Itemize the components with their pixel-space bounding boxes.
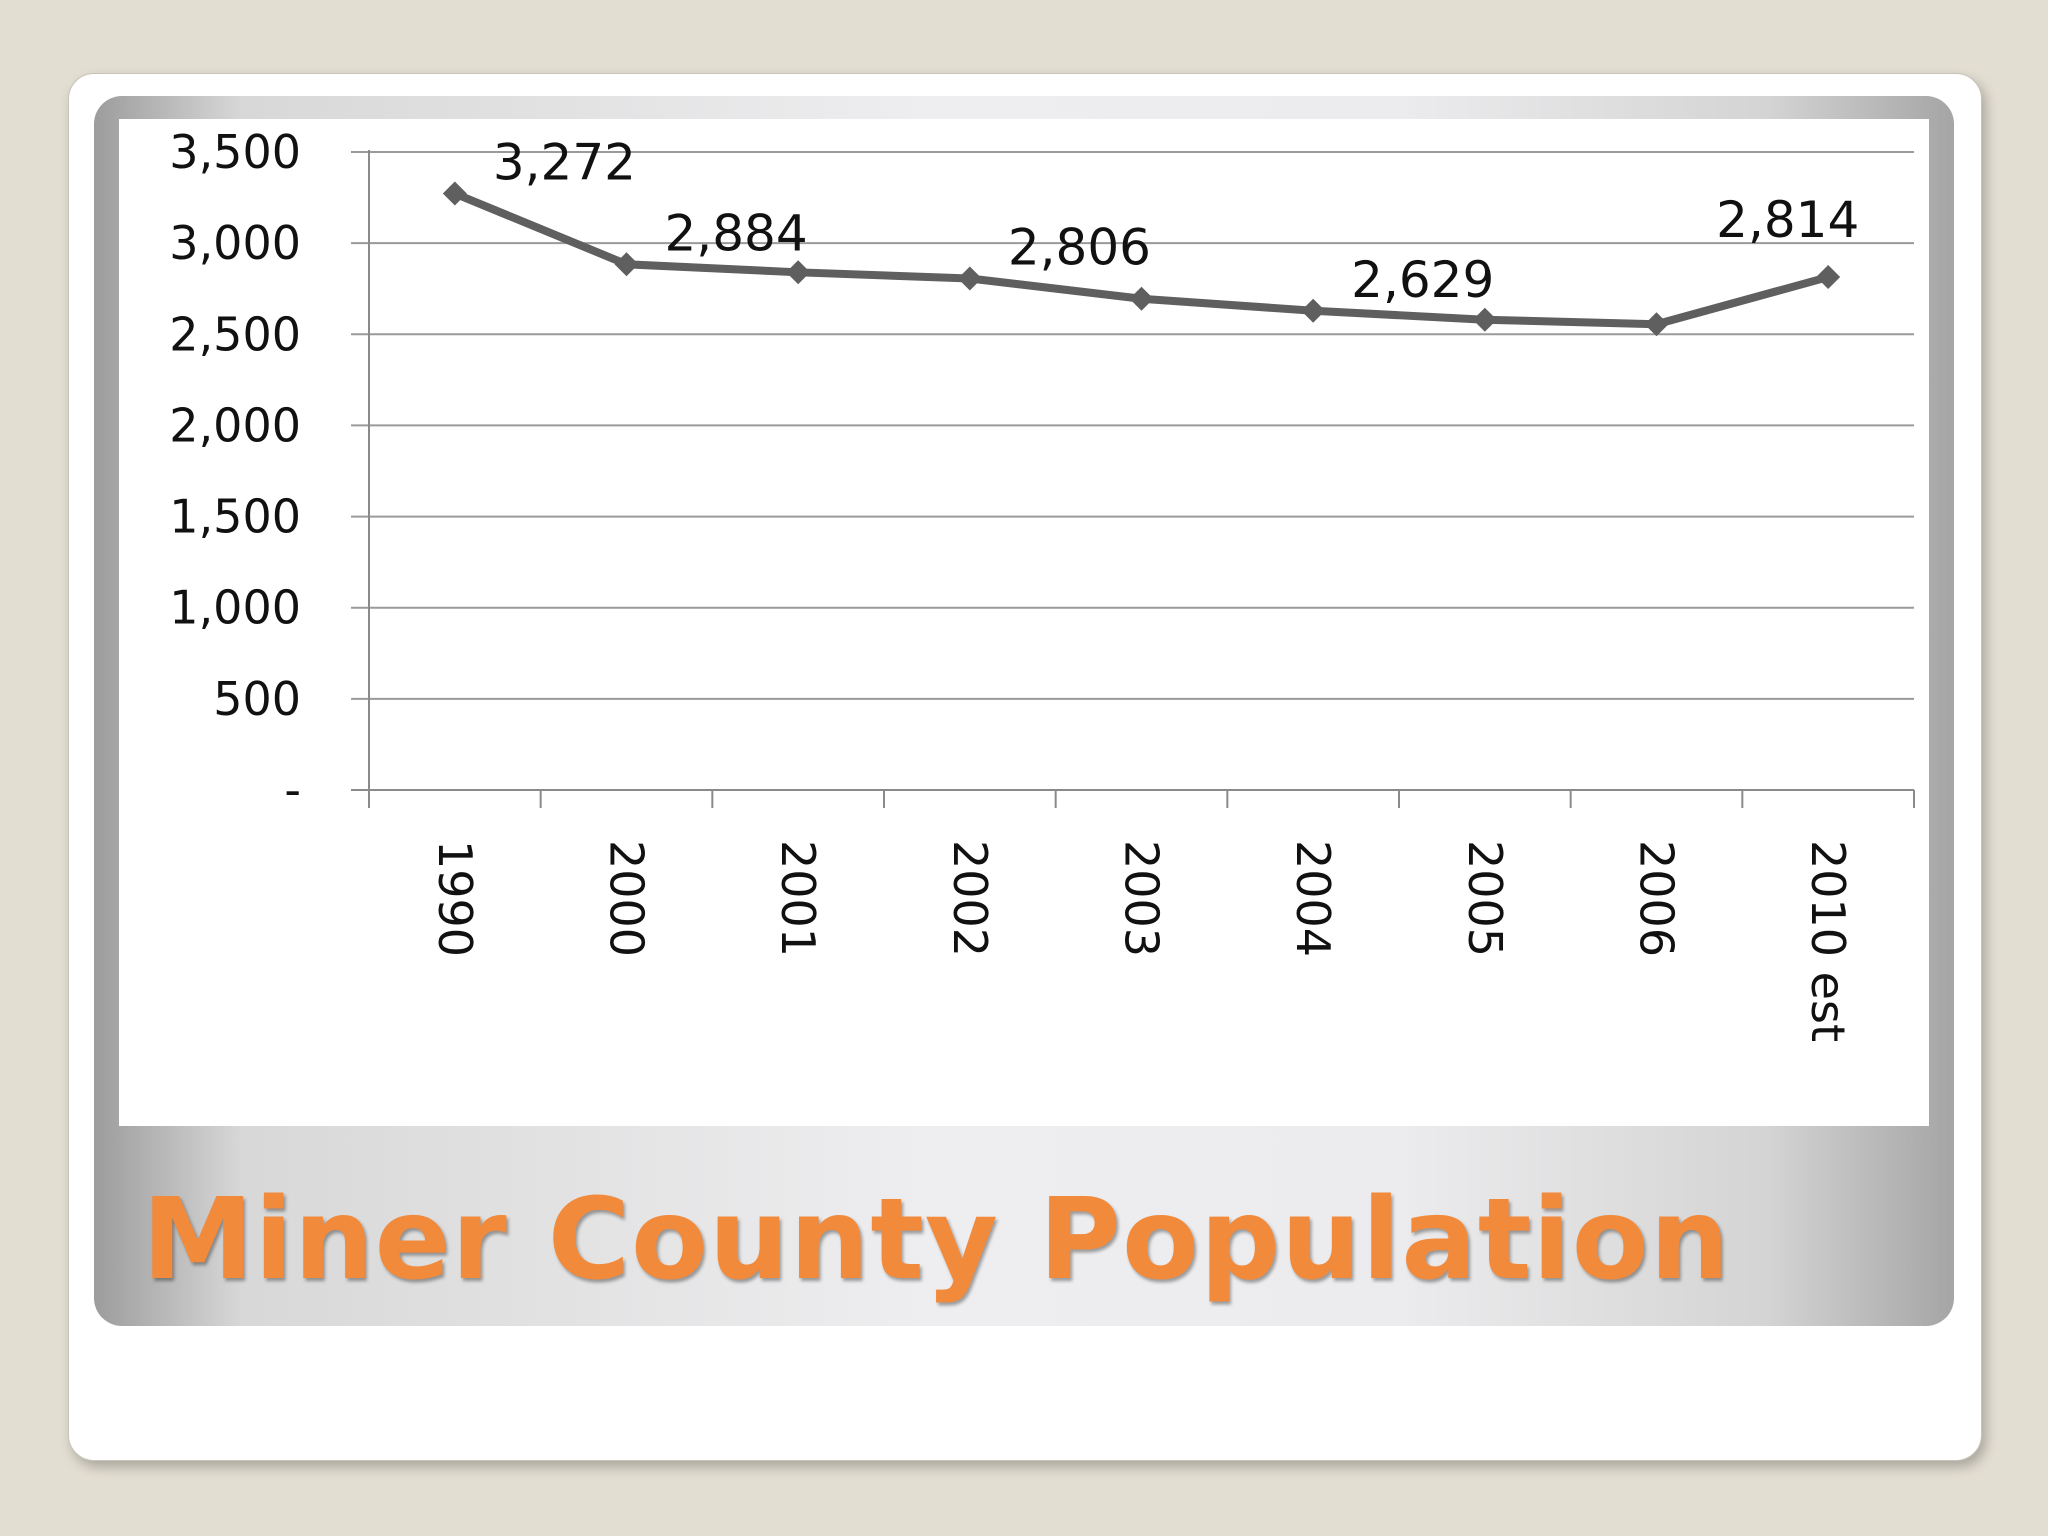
gridlines (351, 151, 1914, 700)
y-axis-tick-labels: - 500 1,000 1,500 2,000 2,500 3,000 3,500 (169, 125, 301, 817)
data-label: 3,272 (493, 134, 636, 192)
x-tick-label: 2005 (1458, 840, 1512, 957)
y-tick-label: 500 (213, 672, 301, 726)
y-tick-label: - (284, 763, 301, 817)
chart-area: - 500 1,000 1,500 2,000 2,500 3,000 3,500 1990 2… (119, 119, 1929, 1126)
y-tick-label: 1,000 (169, 581, 301, 635)
x-tick-label: 2010 est (1801, 840, 1855, 1042)
y-tick-label: 3,500 (169, 125, 301, 179)
data-label: 2,806 (1008, 219, 1151, 277)
x-tick-label: 2000 (600, 840, 654, 957)
page-title: Miner County Population (142, 1175, 1731, 1305)
data-point-marker (1644, 312, 1669, 337)
x-tick-label: 2004 (1286, 840, 1340, 957)
data-point-marker (1472, 307, 1497, 332)
x-tick-label: 2006 (1630, 840, 1684, 957)
x-tick-label: 2001 (771, 840, 825, 957)
data-point-marker (1129, 286, 1154, 311)
y-tick-label: 1,500 (169, 490, 301, 544)
x-tick-label: 2003 (1115, 840, 1169, 957)
data-label: 2,814 (1716, 191, 1859, 249)
data-point-marker (442, 181, 467, 206)
data-point-marker (1816, 265, 1841, 290)
y-tick-label: 3,000 (169, 216, 301, 270)
data-labels: 3,272 2,884 2,806 2,629 2,814 (493, 134, 1859, 309)
data-point-marker (957, 266, 982, 291)
series-layer (442, 181, 1841, 337)
line-chart: - 500 1,000 1,500 2,000 2,500 3,000 3,500 1990 2… (169, 125, 1915, 1042)
data-point-marker (786, 260, 811, 285)
data-point-marker (1301, 298, 1326, 323)
x-tick-label: 2002 (943, 840, 997, 957)
x-tick-label: 1990 (428, 840, 482, 957)
data-label: 2,629 (1351, 251, 1494, 309)
y-tick-label: 2,500 (169, 307, 301, 361)
y-tick-label: 2,000 (169, 398, 301, 452)
x-axis-tick-labels: 1990 2000 2001 2002 2003 2004 2005 2006 2010 est (428, 840, 1855, 1042)
data-point-marker (614, 252, 639, 277)
axes (351, 150, 1915, 808)
data-label: 2,884 (665, 204, 808, 262)
